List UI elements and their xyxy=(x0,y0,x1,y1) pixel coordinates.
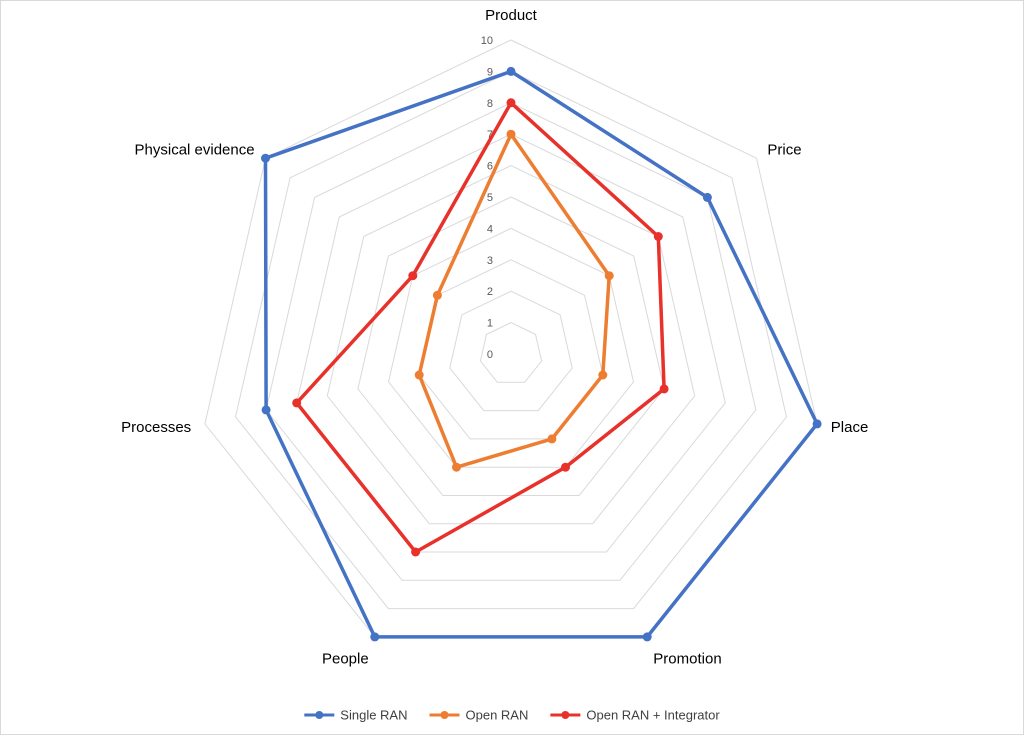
grid-ring-10 xyxy=(204,39,818,638)
grid-ring-8 xyxy=(265,102,757,581)
legend-swatch-marker xyxy=(440,711,449,719)
legend-item-single-ran: Single RAN xyxy=(304,708,408,723)
data-point-product xyxy=(506,129,516,139)
data-point-product xyxy=(506,66,516,76)
axis-label-people: People xyxy=(322,651,369,668)
tick-label: 1 xyxy=(487,318,493,330)
grid-ring-7 xyxy=(296,133,726,553)
data-point-people xyxy=(411,547,421,557)
series-open-ran xyxy=(414,129,614,472)
data-point-place xyxy=(598,370,608,380)
axis-label-price: Price xyxy=(767,142,801,159)
tick-label: 4 xyxy=(487,223,493,235)
tick-label: 10 xyxy=(481,35,493,47)
series-line xyxy=(417,132,611,469)
tick-label: 9 xyxy=(487,66,493,78)
legend-item-open-ran-integrator: Open RAN + Integrator xyxy=(550,708,720,723)
axis-labels: Product Price Place Promotion People Processe… xyxy=(121,7,868,668)
grid-ring-5 xyxy=(357,196,665,496)
tick-label: 7 xyxy=(487,129,493,141)
axis-label-place: Place xyxy=(831,419,869,436)
legend-item-open-ran: Open RAN xyxy=(429,708,529,723)
tick-label: 6 xyxy=(487,161,493,173)
data-point-processes xyxy=(261,405,271,415)
legend-swatch-marker xyxy=(561,711,570,719)
grid xyxy=(204,39,818,638)
data-point-physical-evidence xyxy=(432,290,442,300)
tick-label: 5 xyxy=(487,192,493,204)
grid-ring-2 xyxy=(449,290,573,412)
legend-swatch-marker xyxy=(315,711,324,719)
grid-ring-4 xyxy=(387,227,635,468)
series-line xyxy=(263,69,819,639)
series-single-ran xyxy=(261,66,822,642)
tick-label: 2 xyxy=(487,286,493,298)
data-point-promotion xyxy=(561,462,570,472)
data-point-price xyxy=(702,192,712,202)
axis-label-processes: Processes xyxy=(121,419,191,436)
data-point-price xyxy=(604,271,614,281)
grid-ring-6 xyxy=(326,165,696,525)
data-point-people xyxy=(370,632,380,642)
data-point-processes xyxy=(292,398,302,408)
series xyxy=(261,66,822,642)
legend-label: Single RAN xyxy=(340,708,407,723)
grid-ring-1 xyxy=(479,322,543,383)
data-point-product xyxy=(506,98,516,108)
data-point-place xyxy=(659,384,669,394)
tick-label: 0 xyxy=(487,349,493,361)
legend-label: Open RAN xyxy=(466,708,529,723)
tick-labels: 0 1 2 3 4 5 6 7 8 9 10 xyxy=(481,35,493,361)
axis-label-product: Product xyxy=(485,7,538,24)
data-point-physical-evidence xyxy=(408,271,418,281)
data-point-price xyxy=(653,232,663,241)
series-open-ran-integrator xyxy=(292,98,669,557)
data-point-place xyxy=(812,419,822,429)
data-point-promotion xyxy=(547,434,557,444)
legend-label: Open RAN + Integrator xyxy=(586,708,720,723)
legend: Single RAN Open RAN Open RAN + Integrator xyxy=(304,708,720,723)
tick-label: 3 xyxy=(487,255,493,267)
series-line xyxy=(294,101,666,554)
tick-label: 8 xyxy=(487,98,493,110)
axis-label-promotion: Promotion xyxy=(653,651,721,668)
data-point-people xyxy=(452,462,461,472)
data-point-promotion xyxy=(642,632,652,642)
axis-label-physical-evidence: Physical evidence xyxy=(135,142,255,159)
data-point-physical-evidence xyxy=(261,153,270,163)
data-point-processes xyxy=(414,370,424,380)
grid-ring-9 xyxy=(234,70,788,610)
